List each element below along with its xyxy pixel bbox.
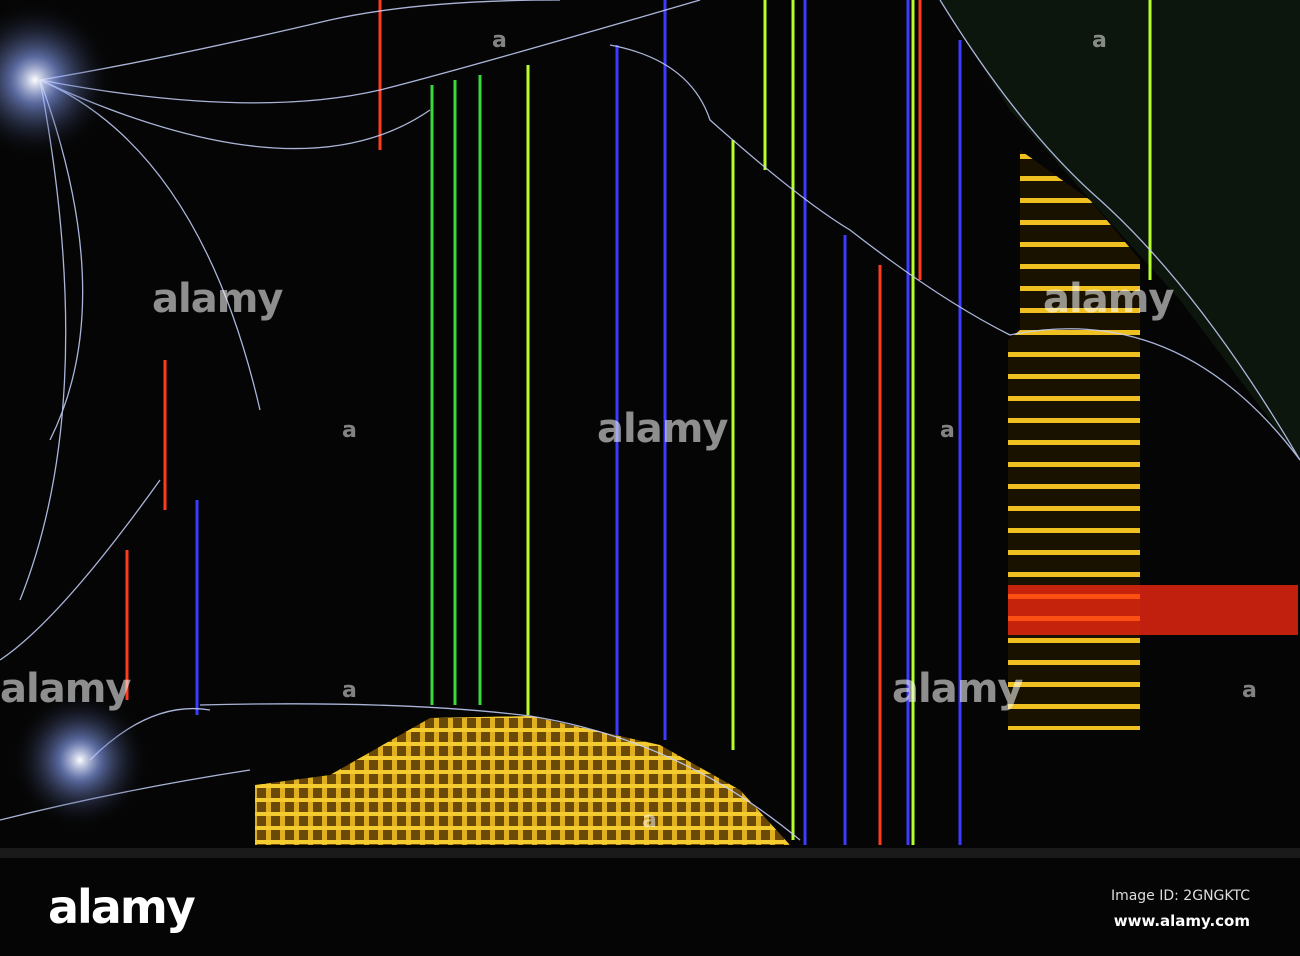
watermark-logo: alamy — [892, 666, 1023, 712]
watermark-symbol: a — [940, 418, 955, 443]
glass-shard-right — [940, 0, 1300, 460]
broken-screen-photo — [0, 0, 1300, 858]
watermark-logo: alamy — [1043, 276, 1174, 322]
watermark-symbol: a — [1242, 678, 1257, 703]
bezel — [0, 848, 1300, 858]
red-glow — [1008, 585, 1298, 635]
watermark-symbol: a — [342, 678, 357, 703]
watermark-logo: alamy — [0, 666, 131, 712]
yellow-plaid-bottom — [255, 716, 790, 845]
alamy-logo: alamy — [48, 880, 196, 934]
vertical-pixel-lines — [125, 0, 1152, 845]
watermark-logo: alamy — [152, 276, 283, 322]
impact-burst-top — [0, 0, 115, 160]
image-id: Image ID: 2GNGKTC — [1110, 888, 1250, 904]
watermark-symbol: a — [642, 808, 657, 833]
impact-burst-bottom — [10, 690, 150, 830]
watermark-logo: alamy — [597, 406, 728, 452]
yellow-stripes-right — [1008, 150, 1140, 730]
watermark-symbol: a — [1092, 28, 1107, 53]
watermark-symbol: a — [492, 28, 507, 53]
watermark-symbol: a — [342, 418, 357, 443]
site-url: www.alamy.com — [1113, 912, 1250, 930]
footer-bar: alamy Image ID: 2GNGKTC www.alamy.com — [0, 858, 1300, 956]
